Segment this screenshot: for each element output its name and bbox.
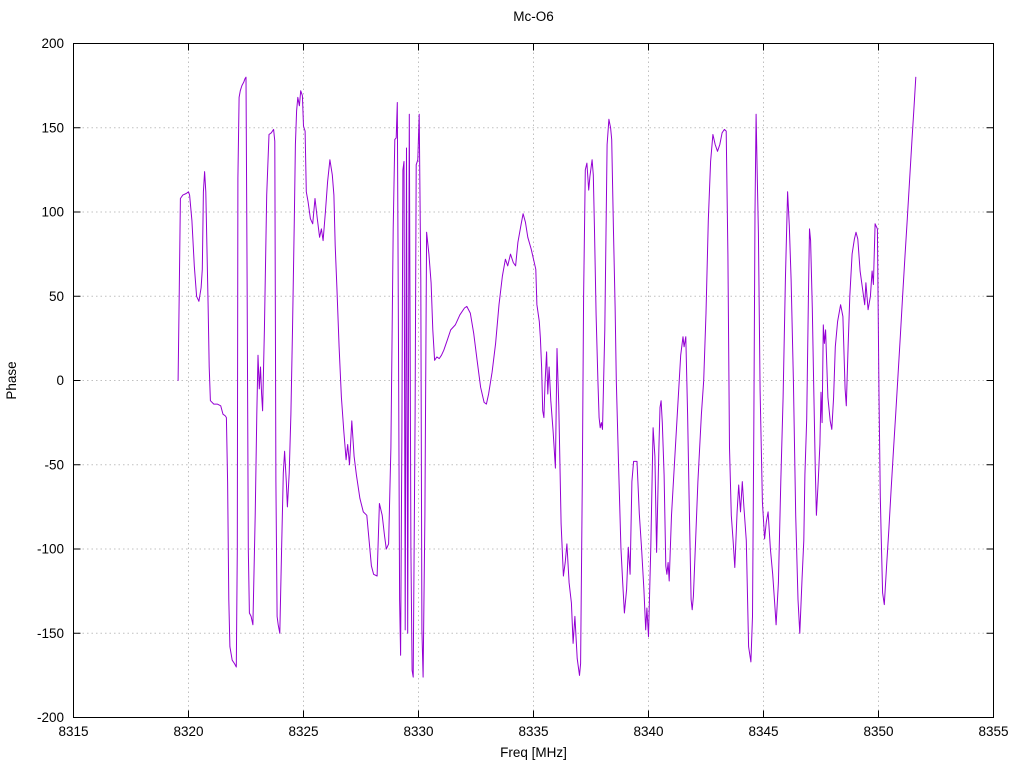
x-tick-label: 8345 xyxy=(748,724,778,739)
phase-trace xyxy=(177,76,917,678)
y-tick-label: 50 xyxy=(49,289,64,304)
y-tick-label: 200 xyxy=(41,36,64,51)
y-tick-label: 0 xyxy=(56,373,64,388)
y-tick-labels: -200 -150 -100 -50 0 50 100 150 200 xyxy=(37,36,64,725)
x-tick-label: 8325 xyxy=(288,724,318,739)
x-tick-label: 8315 xyxy=(58,724,88,739)
x-tick-label: 8330 xyxy=(403,724,433,739)
x-tick-label: 8350 xyxy=(863,724,893,739)
y-tick-label: 150 xyxy=(41,120,64,135)
y-tick-label: 100 xyxy=(41,205,64,220)
y-tick-label: -150 xyxy=(37,626,64,641)
y-tick-label: -100 xyxy=(37,542,64,557)
grid-lines xyxy=(73,43,994,718)
x-tick-label: 8335 xyxy=(518,724,548,739)
y-axis-label: Phase xyxy=(4,361,19,399)
tick-marks xyxy=(73,43,994,718)
x-tick-labels: 8315 8320 8325 8330 8335 8340 8345 8350 8355 xyxy=(58,724,1008,739)
chart-title: Mc-O6 xyxy=(513,9,554,24)
x-tick-label: 8340 xyxy=(633,724,663,739)
x-tick-label: 8320 xyxy=(173,724,203,739)
x-tick-label: 8355 xyxy=(978,724,1008,739)
x-axis-label: Freq [MHz] xyxy=(500,745,567,760)
y-tick-label: -200 xyxy=(37,710,64,725)
y-tick-label: -50 xyxy=(44,457,64,472)
